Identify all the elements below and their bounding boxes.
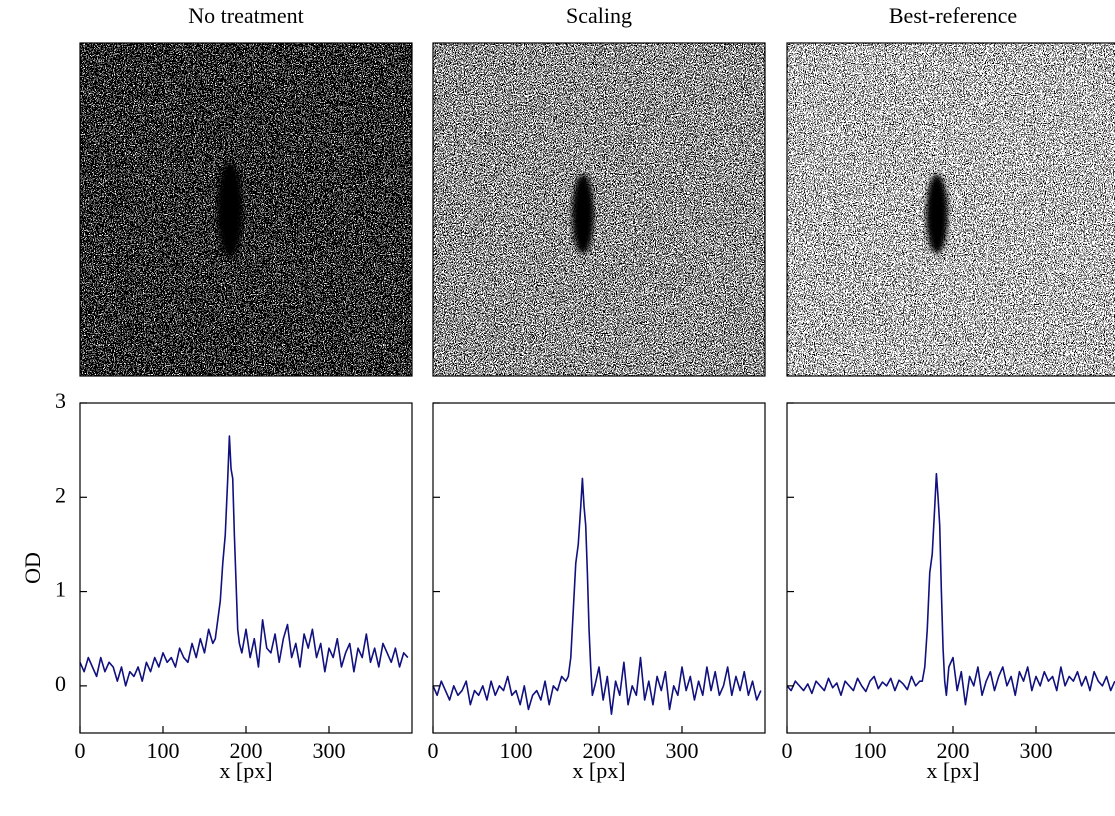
x-tick-label: 100 (500, 738, 533, 763)
x-tick-label: 100 (147, 738, 180, 763)
x-axis-label: x [px] (926, 758, 979, 783)
panel-title: Scaling (566, 3, 632, 28)
x-tick-label: 300 (313, 738, 346, 763)
y-tick-label: 0 (55, 671, 66, 696)
data-line (79, 435, 409, 687)
absorption-images (79, 42, 1115, 377)
y-axis-label: OD (20, 552, 45, 584)
atom-cloud (217, 162, 243, 258)
x-tick-label: 300 (666, 738, 699, 763)
plot-frame (432, 402, 766, 734)
image-noise (80, 43, 412, 376)
image-frame (432, 42, 766, 377)
plot-frame (79, 402, 413, 734)
data-line (432, 477, 762, 715)
x-tick-label: 200 (583, 738, 616, 763)
x-tick-label: 300 (1020, 738, 1053, 763)
x-tick-label: 200 (937, 738, 970, 763)
x-tick-label: 100 (854, 738, 887, 763)
panel-title: Best-reference (889, 3, 1017, 28)
x-axis-label: x [px] (572, 758, 625, 783)
y-tick-label: 2 (55, 482, 66, 507)
x-tick-label: 0 (75, 738, 86, 763)
x-axis-label: x [px] (219, 758, 272, 783)
panel-title: No treatment (188, 3, 303, 28)
x-tick-label: 200 (230, 738, 263, 763)
y-tick-label: 3 (55, 388, 66, 413)
image-noise (787, 43, 1115, 376)
image-frame (79, 42, 413, 377)
data-line (786, 472, 1115, 706)
image-noise (433, 43, 765, 376)
x-tick-label: 0 (782, 738, 793, 763)
image-frame (786, 42, 1115, 377)
x-tick-label: 0 (428, 738, 439, 763)
y-tick-label: 1 (55, 577, 66, 602)
atom-cloud (926, 174, 948, 254)
atom-cloud (572, 174, 594, 254)
